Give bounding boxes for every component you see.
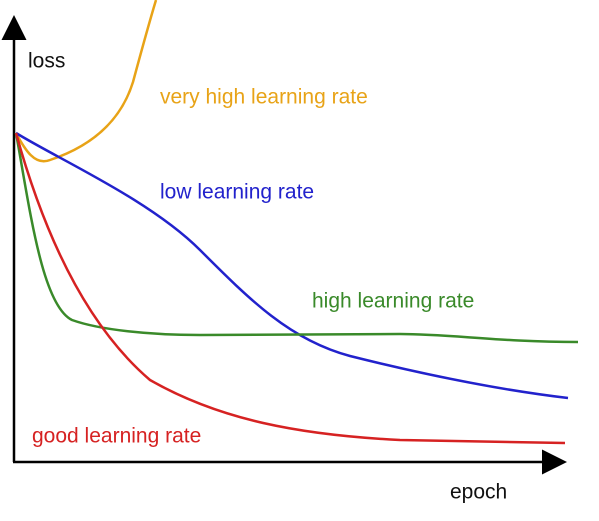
curve	[14, 0, 158, 163]
curve	[14, 132, 579, 344]
curve-label: good learning rate	[32, 425, 201, 448]
x-axis-label: epoch	[450, 481, 507, 504]
curve	[14, 132, 566, 445]
y-axis-label: loss	[28, 50, 65, 73]
curve-label: low learning rate	[160, 181, 314, 204]
curve	[15, 131, 569, 400]
curve-label: high learning rate	[312, 290, 474, 313]
curve-label: very high learning rate	[160, 86, 368, 109]
